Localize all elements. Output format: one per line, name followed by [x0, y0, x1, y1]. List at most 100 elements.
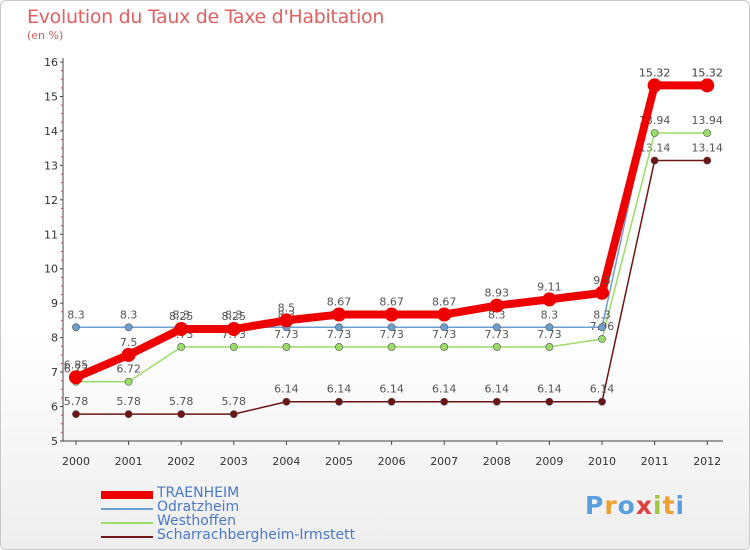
- data-label: 7.73: [327, 328, 352, 341]
- data-point: [492, 343, 501, 351]
- data-point: [703, 156, 712, 165]
- data-point: [440, 343, 449, 351]
- data-label: 9.3: [593, 274, 611, 287]
- data-point: [703, 129, 712, 137]
- data-label: 7.73: [432, 328, 457, 341]
- series-line: [75, 84, 708, 329]
- data-point: [598, 323, 606, 332]
- data-label: 5.78: [169, 395, 194, 408]
- y-tick-label: 15: [44, 90, 58, 103]
- data-label: 6.14: [327, 383, 352, 396]
- legend-swatch: [101, 522, 153, 524]
- data-point: [121, 347, 136, 362]
- data-point: [598, 335, 606, 343]
- data-point: [595, 285, 609, 300]
- data-point: [647, 78, 662, 93]
- series-line: [75, 159, 708, 415]
- logo-letter: t: [662, 491, 676, 520]
- data-point: [545, 323, 554, 332]
- logo-letter: x: [635, 491, 653, 520]
- data-label: 13.14: [691, 142, 723, 155]
- y-tick-label: 5: [51, 435, 58, 448]
- chart-title: Evolution du Taux de Taxe d'Habitation: [27, 6, 385, 28]
- data-label: 6.14: [590, 383, 615, 396]
- data-point: [282, 343, 291, 351]
- y-tick-label: 14: [44, 125, 58, 138]
- x-tick-label: 2000: [62, 455, 90, 468]
- data-point: [124, 323, 133, 332]
- logo-letter: o: [617, 491, 636, 520]
- x-tick-label: 2012: [693, 455, 721, 468]
- logo-letter: P: [585, 491, 605, 520]
- data-point: [492, 397, 501, 406]
- data-label: 6.14: [485, 383, 510, 396]
- x-tick-label: 2011: [641, 455, 669, 468]
- data-point: [72, 323, 80, 332]
- data-label: 6.14: [537, 383, 562, 396]
- y-tick-label: 6: [51, 401, 58, 414]
- legend-swatch: [101, 508, 153, 510]
- data-point: [545, 397, 554, 406]
- x-tick-label: 2007: [430, 455, 458, 468]
- data-label: 8.3: [67, 308, 85, 321]
- x-tick-label: 2004: [272, 455, 300, 468]
- data-label: 6.85: [64, 358, 89, 371]
- data-point: [387, 397, 396, 406]
- data-label: 6.14: [379, 383, 404, 396]
- proxiti-logo: Proxiti: [585, 491, 685, 520]
- data-label: 8.3: [541, 308, 559, 321]
- data-point: [72, 410, 80, 419]
- data-label: 15.32: [639, 66, 671, 79]
- data-label: 8.67: [327, 296, 352, 309]
- data-point: [174, 322, 189, 337]
- data-point: [177, 343, 186, 351]
- data-label: 5.78: [64, 395, 89, 408]
- data-label: 13.14: [639, 142, 671, 155]
- x-tick-label: 2001: [115, 455, 143, 468]
- x-tick-label: 2008: [483, 455, 511, 468]
- y-tick-label: 12: [44, 194, 58, 207]
- data-point: [440, 323, 449, 332]
- legend-label: TRAENHEIM: [157, 485, 240, 501]
- y-tick-label: 9: [51, 297, 58, 310]
- data-label: 7.73: [485, 328, 510, 341]
- data-label: 8.93: [485, 287, 510, 300]
- y-tick-label: 16: [44, 56, 58, 69]
- data-point: [332, 307, 346, 322]
- data-point: [437, 307, 452, 322]
- data-label: 8.3: [593, 308, 611, 321]
- data-point: [335, 323, 343, 332]
- data-point: [387, 323, 396, 332]
- data-label: 7.73: [379, 328, 404, 341]
- data-point: [650, 156, 659, 165]
- y-tick-label: 7: [51, 366, 58, 379]
- logo-letter: i: [653, 491, 663, 520]
- data-label: 8.67: [432, 296, 457, 309]
- data-label: 8.25: [222, 310, 247, 323]
- x-tick-label: 2006: [378, 455, 406, 468]
- y-tick-label: 11: [44, 228, 58, 241]
- data-point: [69, 370, 83, 385]
- data-point: [177, 410, 186, 419]
- data-label: 5.78: [116, 395, 141, 408]
- logo-letter: r: [604, 491, 618, 520]
- data-point: [226, 322, 241, 337]
- data-label: 15.32: [639, 66, 671, 79]
- legend-label: Scharrachbergheim-Irmstett: [157, 527, 356, 543]
- legend-label: Odratzheim: [157, 499, 240, 515]
- data-point: [387, 343, 396, 351]
- data-label: 7.5: [120, 336, 138, 349]
- data-point: [489, 298, 504, 313]
- data-label: 8.3: [225, 308, 243, 321]
- data-point: [440, 397, 449, 406]
- data-label: 8.25: [169, 310, 194, 323]
- data-label: 7.73: [537, 328, 562, 341]
- data-label: 8.3: [120, 308, 138, 321]
- data-point: [124, 377, 133, 386]
- data-label: 13.94: [691, 114, 723, 127]
- data-point: [335, 397, 343, 406]
- data-label: 5.78: [222, 395, 247, 408]
- legend-swatch: [101, 536, 153, 538]
- data-point: [282, 397, 291, 406]
